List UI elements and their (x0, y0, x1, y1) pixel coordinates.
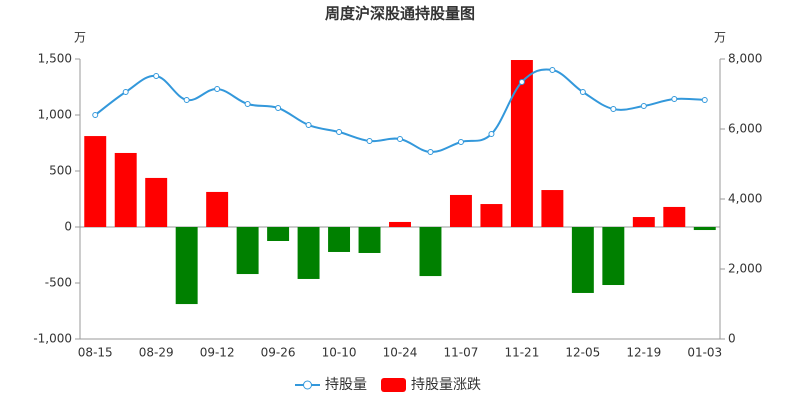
line-point (549, 66, 556, 73)
legend-label: 持股量 (325, 377, 367, 393)
y-tick-label: -500 (45, 276, 72, 290)
bar (541, 190, 564, 227)
bar (114, 152, 137, 227)
line-point (153, 73, 160, 80)
chart-title: 周度沪深股通持股量图 (325, 5, 475, 23)
y-tick-label: 500 (49, 164, 72, 178)
line-point (183, 96, 190, 103)
line-point (488, 131, 495, 138)
x-tick-label: 11-21 (504, 346, 539, 360)
line-point (122, 89, 129, 96)
line-point (579, 89, 586, 96)
x-tick-label: 08-29 (139, 346, 174, 360)
y2-tick-label: 8,000 (728, 52, 762, 66)
x-tick-label: 09-12 (200, 346, 235, 360)
y2-tick-label: 2,000 (728, 262, 762, 276)
legend-label: 持股量涨跌 (411, 377, 481, 393)
y2-unit: 万 (714, 31, 726, 45)
bar (358, 227, 381, 253)
x-tick-label: 08-15 (78, 346, 113, 360)
line-point (92, 112, 99, 118)
line-point (640, 103, 647, 110)
y-tick-label: -1,000 (33, 332, 72, 346)
line-point (214, 85, 221, 92)
y-tick-label: 1,000 (38, 108, 72, 122)
line-point (610, 106, 617, 113)
x-tick-label: 10-10 (322, 346, 357, 360)
line-point (275, 105, 282, 111)
bar (389, 221, 411, 227)
line-point (427, 148, 434, 155)
bar (663, 206, 686, 227)
bar (84, 136, 107, 227)
bar (602, 227, 625, 286)
line-point (518, 78, 525, 85)
x-tick-label: 10-24 (383, 346, 418, 360)
y-unit: 万 (74, 31, 86, 45)
legend-icon (381, 378, 406, 392)
line-point (305, 122, 312, 129)
bar (693, 227, 716, 231)
bar (571, 227, 594, 293)
x-tick-label: 01-03 (687, 346, 722, 360)
line-point (366, 138, 373, 145)
y-tick-label: 1,500 (38, 52, 72, 66)
legend-icon (303, 380, 312, 390)
x-tick-label: 11-07 (444, 346, 479, 360)
bar (297, 227, 320, 279)
x-tick-label: 09-26 (261, 346, 296, 360)
bar (419, 227, 442, 277)
x-tick-label: 12-19 (626, 346, 661, 360)
y2-tick-label: 4,000 (728, 192, 762, 206)
line-point (244, 101, 251, 108)
bar (236, 227, 259, 275)
bar (206, 191, 229, 227)
line-point (397, 136, 403, 143)
bar (175, 227, 198, 305)
bar (632, 217, 655, 227)
line-point (701, 96, 708, 103)
y2-tick-label: 6,000 (728, 122, 762, 136)
line-point (336, 129, 343, 136)
bar (145, 177, 168, 227)
bar (328, 227, 351, 252)
line-point (457, 138, 464, 145)
x-tick-label: 12-05 (565, 346, 600, 360)
bar (449, 194, 472, 227)
bar (267, 227, 290, 241)
y2-tick-label: 0 (728, 332, 736, 346)
line-point (671, 96, 678, 103)
y-tick-label: 0 (64, 220, 72, 234)
bar (510, 60, 533, 228)
bar (480, 204, 503, 227)
